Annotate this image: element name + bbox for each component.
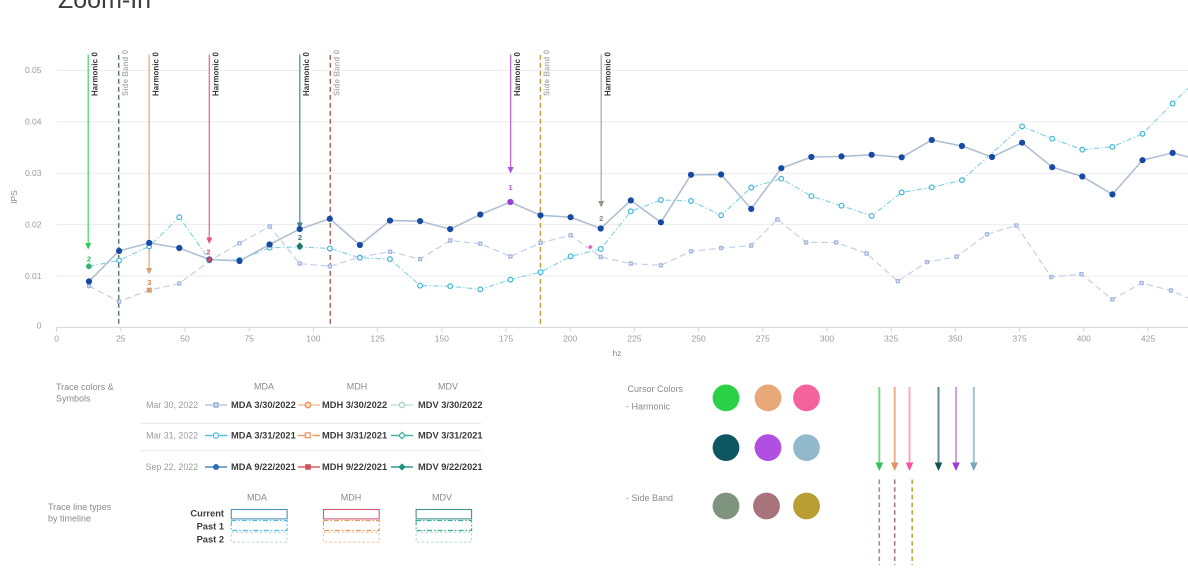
svg-text:0.04: 0.04	[25, 117, 42, 127]
svg-text:hz: hz	[613, 348, 622, 358]
svg-text:Harmonic 0: Harmonic 0	[212, 52, 221, 96]
svg-text:MDH: MDH	[347, 382, 368, 392]
svg-text:MDH 9/22/2021: MDH 9/22/2021	[322, 462, 387, 472]
svg-text:MDH 3/31/2021: MDH 3/31/2021	[322, 431, 387, 441]
svg-text:2: 2	[206, 248, 210, 257]
svg-text:Current: Current	[190, 509, 224, 519]
svg-text:Side Band 0: Side Band 0	[543, 49, 552, 96]
svg-text:275: 275	[756, 334, 770, 344]
svg-text:250: 250	[692, 334, 706, 344]
svg-text:MDV 3/30/2022: MDV 3/30/2022	[418, 400, 483, 410]
svg-text:MDA 9/22/2021: MDA 9/22/2021	[231, 462, 296, 472]
svg-text:Harmonic 0: Harmonic 0	[513, 52, 522, 96]
svg-text:- Side Band: - Side Band	[626, 493, 673, 503]
svg-text:Mar 30, 2022: Mar 30, 2022	[146, 400, 198, 410]
svg-text:175: 175	[499, 334, 513, 344]
svg-text:325: 325	[884, 334, 898, 344]
svg-text:2: 2	[298, 233, 302, 242]
svg-text:MDA 3/30/2022: MDA 3/30/2022	[231, 400, 296, 410]
svg-text:Zoom-In: Zoom-In	[58, 0, 151, 14]
svg-text:Harmonic 0: Harmonic 0	[302, 52, 311, 96]
svg-text:200: 200	[563, 334, 577, 344]
svg-text:2: 2	[87, 254, 91, 263]
svg-text:Cursor Colors: Cursor Colors	[628, 384, 684, 394]
svg-text:Trace colors &: Trace colors &	[56, 382, 114, 392]
svg-text:MDV: MDV	[438, 382, 458, 392]
svg-text:MDV: MDV	[432, 493, 452, 503]
svg-text:300: 300	[820, 334, 834, 344]
svg-text:by timeline: by timeline	[48, 514, 91, 524]
svg-text:Harmonic 0: Harmonic 0	[91, 52, 100, 96]
svg-text:IPS: IPS	[9, 190, 19, 204]
svg-text:Mar 31, 2022: Mar 31, 2022	[146, 431, 198, 441]
svg-text:Side Band 0: Side Band 0	[333, 49, 342, 96]
svg-text:25: 25	[116, 334, 126, 344]
svg-text:225: 225	[627, 334, 641, 344]
svg-text:1: 1	[509, 183, 513, 192]
svg-text:MDV 3/31/2021: MDV 3/31/2021	[418, 431, 483, 441]
svg-text:50: 50	[180, 334, 190, 344]
svg-text:0.05: 0.05	[25, 65, 42, 75]
svg-text:400: 400	[1077, 334, 1091, 344]
svg-text:MDH: MDH	[341, 493, 362, 503]
svg-text:2: 2	[599, 214, 603, 223]
svg-text:0.02: 0.02	[25, 219, 42, 229]
svg-text:- Harmonic: - Harmonic	[626, 402, 671, 412]
svg-text:375: 375	[1013, 334, 1027, 344]
svg-text:3: 3	[147, 278, 151, 287]
svg-text:Symbols: Symbols	[56, 394, 91, 404]
svg-text:125: 125	[371, 334, 385, 344]
svg-text:75: 75	[244, 334, 254, 344]
svg-text:0: 0	[54, 334, 59, 344]
svg-text:Harmonic 0: Harmonic 0	[604, 52, 613, 96]
svg-text:Past 2: Past 2	[197, 534, 224, 544]
svg-text:150: 150	[435, 334, 449, 344]
svg-text:0.03: 0.03	[25, 168, 42, 178]
svg-text:Side Band 0: Side Band 0	[121, 49, 130, 96]
svg-text:0: 0	[37, 321, 42, 331]
svg-text:MDV 9/22/2021: MDV 9/22/2021	[418, 462, 483, 472]
svg-text:Sep 22, 2022: Sep 22, 2022	[146, 462, 198, 472]
svg-text:425: 425	[1141, 334, 1155, 344]
svg-text:MDA: MDA	[247, 493, 267, 503]
svg-text:100: 100	[306, 334, 320, 344]
svg-text:0.01: 0.01	[25, 271, 42, 281]
svg-text:MDA 3/31/2021: MDA 3/31/2021	[231, 431, 296, 441]
svg-text:Past 1: Past 1	[197, 522, 224, 532]
svg-text:Harmonic 0: Harmonic 0	[151, 52, 160, 96]
svg-text:350: 350	[948, 334, 962, 344]
svg-text:Trace line types: Trace line types	[48, 502, 112, 512]
svg-text:MDH 3/30/2022: MDH 3/30/2022	[322, 400, 387, 410]
svg-text:MDA: MDA	[254, 382, 274, 392]
